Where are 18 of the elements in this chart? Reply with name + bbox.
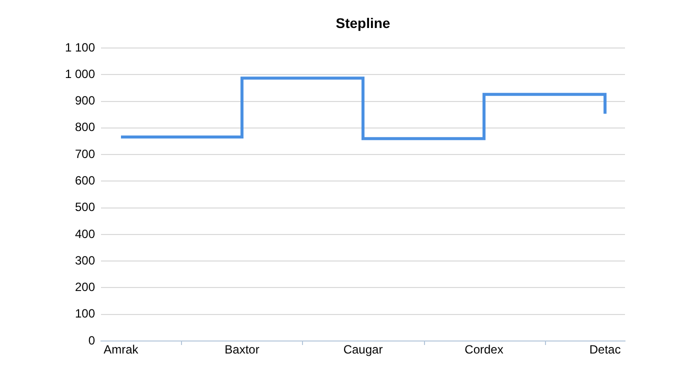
y-tick-label: 700 — [74, 146, 96, 161]
x-tick-label: Caugar — [343, 342, 383, 357]
y-tick-label: 900 — [74, 94, 96, 108]
y-tick-label: 100 — [74, 306, 96, 321]
x-tick-label: Detac — [589, 342, 621, 357]
y-tick-label: 300 — [74, 253, 96, 268]
y-tick-label: 1 000 — [64, 66, 96, 81]
y-tick-label: 600 — [74, 173, 96, 188]
y-tick-label: 800 — [74, 120, 96, 134]
x-tick-label: Cordex — [464, 342, 504, 357]
x-tick-label: Baxtor — [224, 342, 260, 357]
y-tick-label: 1 100 — [64, 40, 96, 54]
y-tick-label: 400 — [74, 226, 96, 241]
chart-title: Stepline — [336, 14, 390, 31]
y-tick-label: 200 — [74, 280, 96, 294]
y-tick-label: 0 — [88, 333, 96, 348]
y-tick-label: 500 — [74, 200, 96, 214]
x-tick-label: Amrak — [104, 342, 140, 357]
